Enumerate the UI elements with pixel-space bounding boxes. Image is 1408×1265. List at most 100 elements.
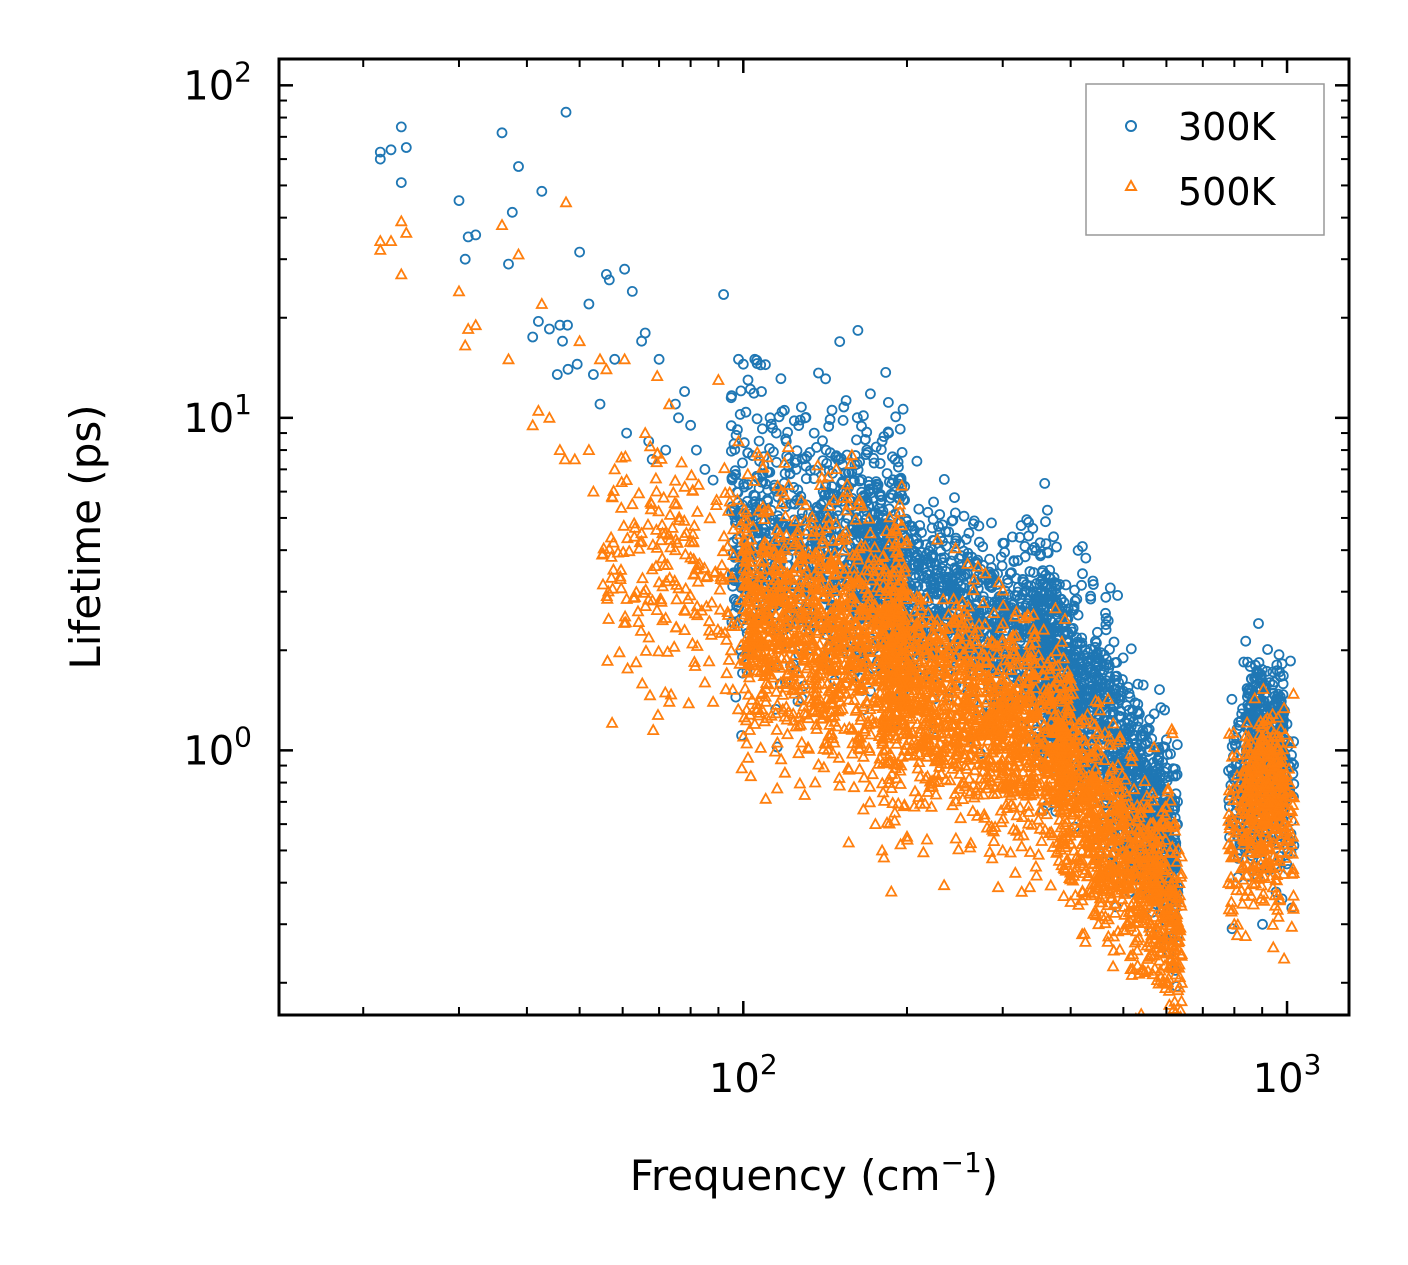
data-point xyxy=(854,456,865,468)
data-point xyxy=(837,414,849,426)
data-point xyxy=(740,406,752,418)
data-point xyxy=(973,607,985,619)
data-point xyxy=(1080,552,1092,564)
data-point xyxy=(1027,523,1039,534)
data-point xyxy=(1048,577,1060,588)
data-point xyxy=(883,396,894,408)
data-point xyxy=(1026,544,1038,556)
data-point xyxy=(1100,591,1112,603)
data-point xyxy=(793,420,805,432)
data-point xyxy=(958,571,970,582)
data-point xyxy=(764,443,775,454)
data-point xyxy=(741,495,753,507)
data-point xyxy=(913,503,925,515)
data-point xyxy=(826,404,838,416)
data-point xyxy=(994,620,1006,632)
data-point xyxy=(1055,594,1067,605)
scatter-points xyxy=(373,106,1301,1015)
data-point xyxy=(820,373,831,385)
data-point xyxy=(881,468,893,479)
data-point xyxy=(986,517,997,529)
data-point xyxy=(1077,568,1088,580)
data-point xyxy=(870,441,882,453)
data-point xyxy=(1029,542,1040,553)
data-point xyxy=(868,452,879,464)
data-point xyxy=(1085,590,1096,602)
data-point xyxy=(775,373,787,385)
data-point xyxy=(734,408,746,420)
data-point xyxy=(1015,520,1027,531)
data-point xyxy=(1021,514,1033,526)
data-point xyxy=(939,598,951,610)
data-point xyxy=(1024,566,1036,577)
data-point xyxy=(922,506,934,518)
data-point xyxy=(788,481,800,493)
data-point xyxy=(1051,541,1062,553)
data-point xyxy=(927,514,939,525)
data-point xyxy=(960,533,972,545)
data-point xyxy=(984,553,995,565)
data-point xyxy=(1014,592,1026,604)
data-point xyxy=(949,492,960,504)
data-point xyxy=(962,547,974,559)
data-point xyxy=(861,426,873,438)
data-point xyxy=(940,565,952,577)
data-point xyxy=(1017,574,1029,586)
data-point xyxy=(1085,672,1097,684)
data-point xyxy=(877,505,889,517)
data-point xyxy=(927,535,939,546)
data-point xyxy=(999,546,1010,558)
data-point xyxy=(1044,564,1056,576)
data-point xyxy=(1048,531,1059,543)
data-point xyxy=(949,562,961,574)
data-point xyxy=(1012,555,1024,566)
data-point xyxy=(907,559,919,571)
data-point xyxy=(795,490,807,502)
data-point xyxy=(1012,586,1024,598)
data-point xyxy=(1054,579,1065,590)
data-point xyxy=(937,519,948,531)
data-point xyxy=(896,446,908,458)
data-point xyxy=(1072,545,1084,556)
data-point xyxy=(804,446,816,458)
data-point xyxy=(1036,574,1048,586)
data-point xyxy=(977,541,989,553)
data-point xyxy=(1039,477,1051,489)
data-point xyxy=(728,438,740,450)
data-point xyxy=(817,435,828,447)
data-point xyxy=(946,579,958,591)
data-point xyxy=(859,434,871,446)
data-point xyxy=(928,496,939,508)
data-point xyxy=(1042,504,1053,516)
data-point xyxy=(748,489,760,501)
data-point xyxy=(852,324,864,336)
data-point xyxy=(834,336,846,348)
data-point xyxy=(796,401,807,413)
data-point xyxy=(800,473,812,485)
data-point xyxy=(916,547,927,558)
data-point xyxy=(856,486,868,498)
data-point xyxy=(895,486,906,498)
data-point xyxy=(940,540,952,552)
data-point xyxy=(880,366,892,378)
data-point xyxy=(952,577,963,589)
data-point xyxy=(908,546,920,558)
data-point xyxy=(861,444,873,456)
data-point xyxy=(796,453,808,465)
data-point xyxy=(940,610,951,622)
data-point xyxy=(894,423,906,435)
data-point xyxy=(1065,643,1077,655)
data-point xyxy=(930,605,942,617)
data-point xyxy=(874,458,886,469)
data-point xyxy=(1092,626,1103,638)
data-point xyxy=(738,437,750,449)
data-point xyxy=(737,457,748,469)
data-point xyxy=(726,472,738,484)
data-point xyxy=(1002,577,1014,589)
data-point xyxy=(1035,550,1046,562)
data-point xyxy=(725,420,737,432)
data-point xyxy=(938,473,950,485)
data-point xyxy=(1068,600,1080,612)
data-point xyxy=(856,420,867,432)
data-point xyxy=(955,550,967,562)
